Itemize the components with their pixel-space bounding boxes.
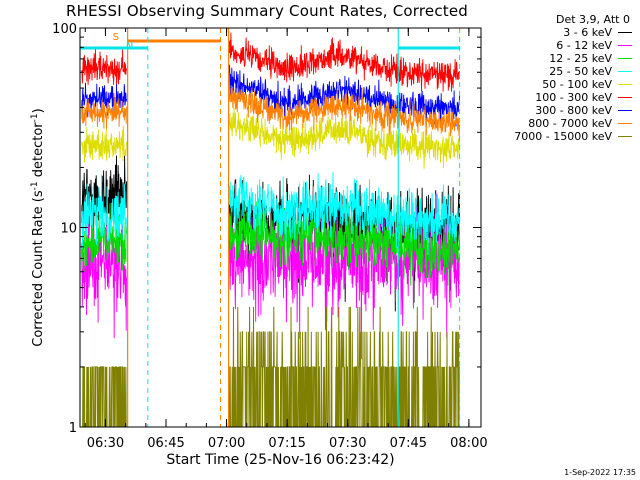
series-trace	[228, 306, 460, 428]
x-tick-label: 08:00	[450, 436, 487, 451]
y-tick-label: 1	[69, 421, 77, 436]
night-label: N	[126, 41, 133, 52]
legend-item-label: 6 - 12 keV	[556, 39, 612, 52]
series-trace	[228, 32, 461, 92]
series-trace	[81, 174, 127, 249]
legend-swatch	[618, 136, 632, 137]
legend-swatch	[618, 123, 632, 124]
legend-item-label: 25 - 50 keV	[549, 65, 612, 78]
legend-item: 50 - 100 keV	[484, 78, 636, 91]
legend-item: 7000 - 15000 keV	[484, 130, 636, 143]
x-axis-label: Start Time (25-Nov-16 06:23:42)	[166, 452, 394, 468]
series-trace	[81, 93, 127, 130]
legend: Det 3,9, Att 0 3 - 6 keV 6 - 12 keV 12 - 2…	[484, 13, 636, 143]
series-trace	[81, 48, 127, 85]
series-trace	[81, 366, 127, 428]
legend-item: 12 - 25 keV	[484, 52, 636, 65]
legend-item-label: 800 - 7000 keV	[528, 117, 612, 130]
x-tick-label: 06:30	[87, 436, 124, 451]
y-tick-label: 100	[52, 22, 77, 37]
legend-swatch	[618, 58, 632, 59]
legend-item-label: 300 - 800 keV	[535, 104, 612, 117]
series-50-100-kev	[81, 107, 461, 169]
legend-swatch	[618, 97, 632, 98]
legend-swatch	[618, 110, 632, 111]
legend-item-label: 3 - 6 keV	[563, 26, 612, 39]
series-trace	[228, 64, 461, 127]
x-tick-label: 07:30	[329, 436, 366, 451]
series-layer	[81, 32, 461, 428]
legend-title: Det 3,9, Att 0	[556, 13, 630, 26]
legend-item-label: 12 - 25 keV	[549, 52, 612, 65]
legend-item: 100 - 300 keV	[484, 91, 636, 104]
series-trace	[228, 171, 461, 256]
legend-item: 3 - 6 keV	[484, 26, 636, 39]
axes-layer: 1 10 100 06:30 06:45 07:00 07:15 07:30 07:45 08:0…	[30, 22, 488, 468]
series-trace	[81, 125, 127, 163]
series-800-7000-kev	[81, 84, 461, 137]
footer-timestamp: 1-Sep-2022 17:35	[564, 468, 636, 477]
legend-item: 6 - 12 keV	[484, 39, 636, 52]
saa-label: S	[113, 32, 119, 43]
series-trace	[81, 155, 127, 236]
x-tick-label: 07:00	[208, 436, 245, 451]
legend-item: 800 - 7000 keV	[484, 117, 636, 130]
legend-item-label: 100 - 300 keV	[535, 91, 612, 104]
series-trace	[228, 84, 461, 137]
legend-item-label: 50 - 100 keV	[542, 78, 612, 91]
series-trace	[228, 107, 461, 169]
legend-item: 300 - 800 keV	[484, 104, 636, 117]
y-axis-label: Corrected Count Rate (s-1 detector-1)	[30, 108, 46, 346]
x-tick-label: 07:15	[268, 436, 305, 451]
y-tick-label: 10	[60, 222, 77, 237]
legend-swatch	[618, 32, 632, 33]
series-25-50-kev	[81, 171, 461, 256]
x-tick-label: 07:45	[390, 436, 427, 451]
legend-swatch	[618, 84, 632, 85]
x-tick-label: 06:45	[147, 436, 184, 451]
chart-title: RHESSI Observing Summary Count Rates, Co…	[66, 2, 469, 20]
legend-swatch	[618, 71, 632, 72]
legend-item: 25 - 50 keV	[484, 65, 636, 78]
legend-item-label: 7000 - 15000 keV	[514, 130, 612, 143]
series-100-300-kev	[81, 32, 461, 92]
legend-swatch	[618, 45, 632, 46]
